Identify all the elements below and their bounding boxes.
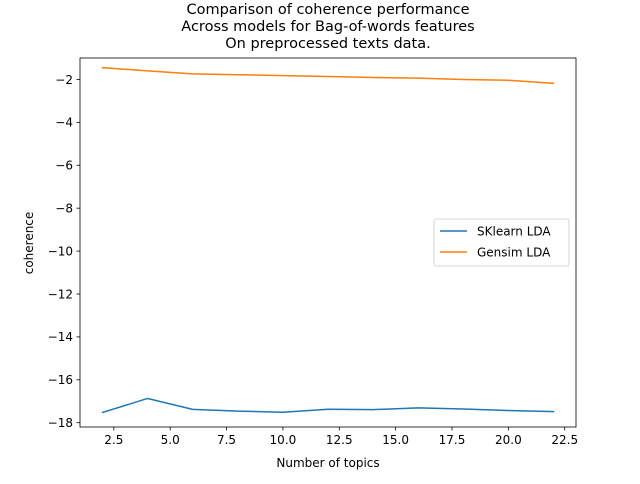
x-tick-label: 10.0 [270,433,297,447]
x-tick-label: 12.5 [326,433,353,447]
title-line-3: On preprocessed texts data. [225,36,431,52]
series-layer [101,66,555,414]
y-tick-label: −2 [55,73,73,87]
legend-label-sklearn: SKlearn LDA [477,225,551,239]
chart-title: Comparison of coherence performance Acro… [181,2,474,52]
title-line-1: Comparison of coherence performance [186,2,469,18]
series-line-sklearn-lda [101,397,555,414]
series-line-gensim-lda [101,66,555,85]
y-tick-label: −18 [48,416,73,430]
x-axis-label: Number of topics [276,456,379,470]
y-tick-label: −6 [55,159,73,173]
title-line-2: Across models for Bag-of-words features [181,19,474,35]
y-tick-label: −8 [55,201,73,215]
legend-box [433,218,570,267]
x-tick-label: 7.5 [217,433,236,447]
y-tick-label: −16 [48,373,73,387]
x-tick-label: 2.5 [104,433,123,447]
x-tick-label: 22.5 [551,433,578,447]
y-axis-label: coherence [22,212,36,275]
y-axis-ticks: −2 −4 −6 −8 −10 −12 −14 −16 −18 [48,73,80,430]
y-tick-label: −14 [48,330,73,344]
legend-label-gensim: Gensim LDA [477,246,551,260]
x-tick-label: 15.0 [382,433,409,447]
x-axis-ticks: 2.5 5.0 7.5 10.0 12.5 15.0 17.5 20.0 22.5 [104,427,578,447]
y-tick-label: −10 [48,244,73,258]
legend: SKlearn LDA Gensim LDA [433,218,570,267]
x-tick-label: 5.0 [161,433,180,447]
plot-frame [79,57,577,428]
y-tick-label: −12 [48,287,73,301]
x-tick-label: 20.0 [495,433,522,447]
y-tick-label: −4 [55,116,73,130]
x-tick-label: 17.5 [439,433,466,447]
